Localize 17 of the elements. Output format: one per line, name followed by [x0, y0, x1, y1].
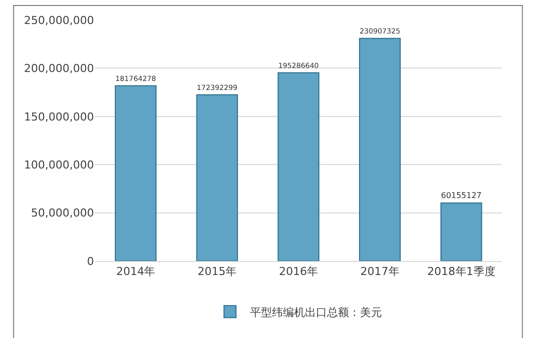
- bar: [196, 94, 238, 261]
- x-tick-label: 2015年: [198, 265, 237, 278]
- legend-label: 平型纬编机出口总额：美元: [250, 306, 382, 319]
- y-tick-label: 50,000,000: [31, 206, 94, 220]
- bar: [440, 202, 482, 261]
- y-tick-label: 0: [87, 254, 94, 268]
- bar: [359, 38, 401, 261]
- y-tick-label: 100,000,000: [24, 158, 94, 172]
- x-tick-label: 2014年: [116, 265, 156, 278]
- bar: [278, 72, 320, 261]
- y-tick-label: 150,000,000: [24, 110, 94, 124]
- x-tick-label: 2017年: [360, 265, 400, 278]
- y-tick-label: 200,000,000: [24, 62, 94, 76]
- x-tick-label: 2016年: [279, 265, 318, 278]
- x-tick-label: 2018年1季度: [427, 265, 496, 278]
- bar: [114, 85, 157, 261]
- y-tick-label: 250,000,000: [24, 14, 94, 27]
